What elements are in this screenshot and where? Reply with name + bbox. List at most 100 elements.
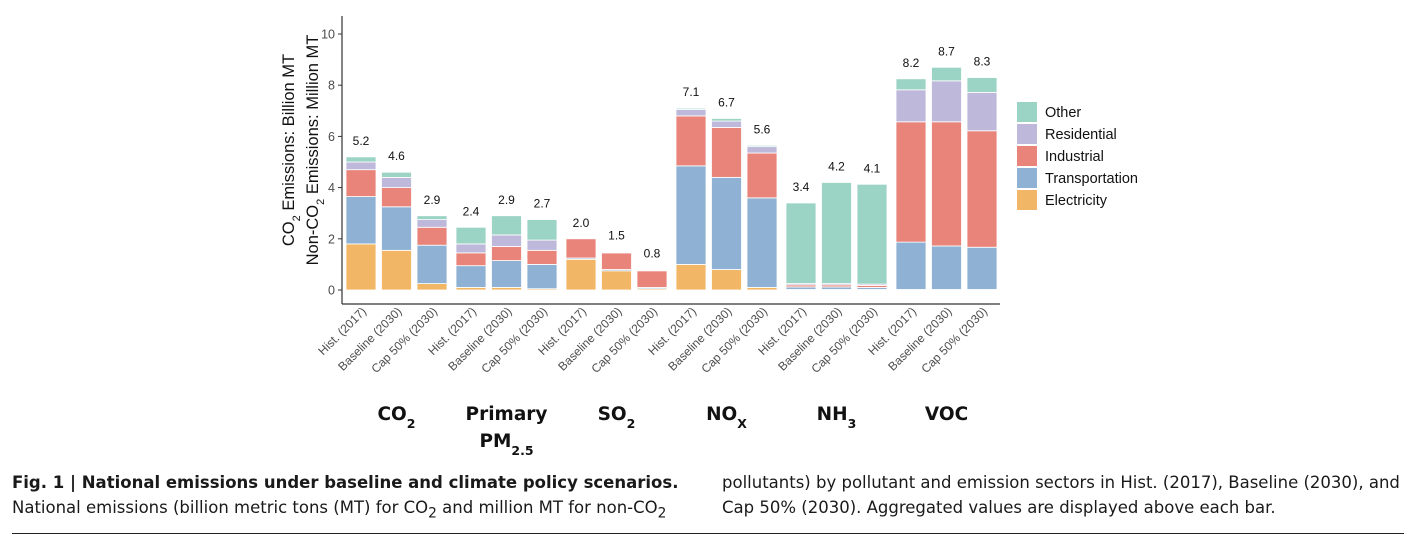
bar-total-label: 8.3 bbox=[974, 55, 991, 69]
bar-voc-0-residential bbox=[895, 89, 927, 123]
bar-total-label: 1.5 bbox=[608, 229, 625, 243]
bar-so2-1-electricity bbox=[601, 270, 632, 291]
bar-total-label: 4.6 bbox=[388, 149, 405, 163]
pollutant-labels: CO2 Primary PM2.5 SO2 NOX NH3 VOC bbox=[377, 404, 968, 458]
bar-nox-0-other bbox=[675, 107, 707, 110]
caption-text-1: National emissions (billion metric tons … bbox=[12, 498, 429, 517]
bar-voc-1-other bbox=[931, 66, 962, 82]
bar-co2-2-transportation bbox=[416, 244, 448, 284]
caption-sub-1: 2 bbox=[428, 505, 437, 522]
bar-co2-1-residential bbox=[381, 176, 412, 189]
x-tick-labels: Hist. (2017)Baseline (2030)Cap 50% (2030… bbox=[315, 304, 990, 376]
pollutant-label-nox: NOX bbox=[706, 404, 747, 431]
bar-co2-2-other bbox=[416, 215, 448, 220]
legend-label-electricity: Electricity bbox=[1045, 193, 1108, 209]
bar-nox-2-industrial bbox=[746, 152, 778, 199]
bar-so2-2-other bbox=[636, 269, 668, 271]
bar-so2-0-industrial bbox=[565, 238, 597, 259]
y-tick-label: 6 bbox=[328, 130, 335, 144]
bar-co2-1-transportation bbox=[381, 206, 412, 251]
bar-nox-0-electricity bbox=[675, 263, 707, 291]
legend-swatch-electricity bbox=[1017, 190, 1037, 210]
caption-rule bbox=[12, 533, 1404, 534]
pollutant-label-primary-pm2-5-line2: PM2.5 bbox=[479, 431, 533, 458]
pollutant-label-primary-pm2-5: Primary bbox=[466, 404, 548, 425]
bar-nh3-0-other bbox=[785, 202, 817, 285]
bar-total-label: 4.2 bbox=[828, 159, 845, 173]
bar-nox-0-transportation bbox=[675, 165, 707, 265]
bar-primary-pm2-5-2-transportation bbox=[526, 263, 558, 290]
bar-nox-1-electricity bbox=[711, 269, 742, 291]
bar-total-label: 5.2 bbox=[353, 134, 370, 148]
x-tick-label: Cap 50% (2030) bbox=[478, 304, 550, 376]
bar-nox-2-other bbox=[746, 144, 778, 148]
bar-nox-1-other bbox=[711, 118, 742, 122]
y-tick-label: 4 bbox=[328, 181, 335, 195]
legend-swatch-other bbox=[1017, 102, 1037, 122]
bar-total-label: 5.6 bbox=[754, 122, 771, 136]
bar-nox-1-transportation bbox=[711, 176, 742, 270]
legend-label-transportation: Transportation bbox=[1045, 171, 1138, 187]
bar-nox-1-industrial bbox=[711, 127, 742, 178]
bar-co2-0-residential bbox=[345, 161, 377, 171]
bar-primary-pm2-5-1-other bbox=[491, 215, 522, 236]
caption-text-2: and million MT for non-CO bbox=[436, 498, 658, 517]
caption-text-3: pollutants) by pollutant and emission se… bbox=[722, 473, 1400, 517]
bar-co2-1-electricity bbox=[381, 249, 412, 291]
bar-total-label: 2.7 bbox=[534, 197, 551, 211]
bar-co2-0-electricity bbox=[345, 243, 377, 291]
bar-total-label: 2.4 bbox=[463, 204, 480, 218]
legend-swatch-industrial bbox=[1017, 146, 1037, 166]
bar-primary-pm2-5-2-industrial bbox=[526, 249, 558, 265]
bar-nox-2-transportation bbox=[746, 197, 778, 288]
pollutant-label-co2: CO2 bbox=[377, 404, 415, 431]
y-tick-label: 10 bbox=[321, 28, 335, 42]
bar-voc-1-transportation bbox=[931, 245, 962, 290]
legend-swatch-transportation bbox=[1017, 168, 1037, 188]
bar-primary-pm2-5-1-industrial bbox=[491, 246, 522, 261]
bar-total-label: 0.8 bbox=[644, 247, 661, 261]
bar-voc-0-industrial bbox=[895, 121, 927, 243]
figure-caption-left: Fig. 1 | National emissions under baseli… bbox=[12, 470, 702, 526]
y-axis-label-line1: CO2 Emissions: Billion MT bbox=[280, 54, 303, 246]
bar-co2-1-industrial bbox=[381, 187, 412, 208]
y-tick-label: 2 bbox=[328, 232, 335, 246]
pollutant-label-nh3: NH3 bbox=[817, 404, 857, 431]
bar-co2-2-residential bbox=[416, 219, 448, 228]
x-tick-label: Cap 50% (2030) bbox=[588, 304, 660, 376]
axes: 0 2 4 6 8 10 bbox=[321, 16, 1000, 305]
bar-total-label: 3.4 bbox=[793, 180, 810, 194]
bar-voc-0-transportation bbox=[895, 241, 927, 290]
bar-voc-1-residential bbox=[931, 80, 962, 123]
bar-so2-1-other bbox=[601, 251, 632, 253]
bar-voc-0-other bbox=[895, 78, 927, 91]
bar-nh3-1-other bbox=[821, 182, 852, 284]
bar-nox-0-residential bbox=[675, 109, 707, 117]
bar-co2-2-industrial bbox=[416, 226, 448, 246]
x-tick-label: Cap 50% (2030) bbox=[368, 304, 440, 376]
bar-so2-0-electricity bbox=[565, 258, 597, 291]
bar-total-label: 8.7 bbox=[938, 44, 955, 58]
bar-co2-1-other bbox=[381, 171, 412, 178]
bar-primary-pm2-5-0-other bbox=[455, 226, 487, 245]
y-axis-label-line2: Non-CO2 Emissions: Million MT bbox=[304, 35, 327, 266]
bar-voc-2-residential bbox=[966, 91, 998, 132]
bar-total-label: 2.9 bbox=[498, 193, 515, 207]
bar-co2-2-electricity bbox=[416, 283, 448, 291]
legend-label-other: Other bbox=[1045, 105, 1081, 121]
bar-nox-1-residential bbox=[711, 120, 742, 128]
bar-primary-pm2-5-2-residential bbox=[526, 239, 558, 251]
bar-primary-pm2-5-1-transportation bbox=[491, 260, 522, 288]
bar-total-label: 2.9 bbox=[424, 193, 441, 207]
bar-primary-pm2-5-0-transportation bbox=[455, 265, 487, 288]
legend-label-industrial: Industrial bbox=[1045, 149, 1104, 165]
y-tick-label: 0 bbox=[328, 284, 335, 298]
bar-voc-2-transportation bbox=[966, 246, 998, 290]
bar-nox-2-residential bbox=[746, 146, 778, 154]
bar-co2-0-other bbox=[345, 156, 377, 163]
bar-so2-1-industrial bbox=[601, 252, 632, 270]
bar-primary-pm2-5-0-industrial bbox=[455, 252, 487, 267]
bar-primary-pm2-5-0-residential bbox=[455, 243, 487, 254]
bar-stacks: 5.2 4.6 2.9 2.4 2.9 2.7 2.0 1.5 0.8 7.1 6.7 5.6 3.4 4… bbox=[345, 44, 998, 291]
